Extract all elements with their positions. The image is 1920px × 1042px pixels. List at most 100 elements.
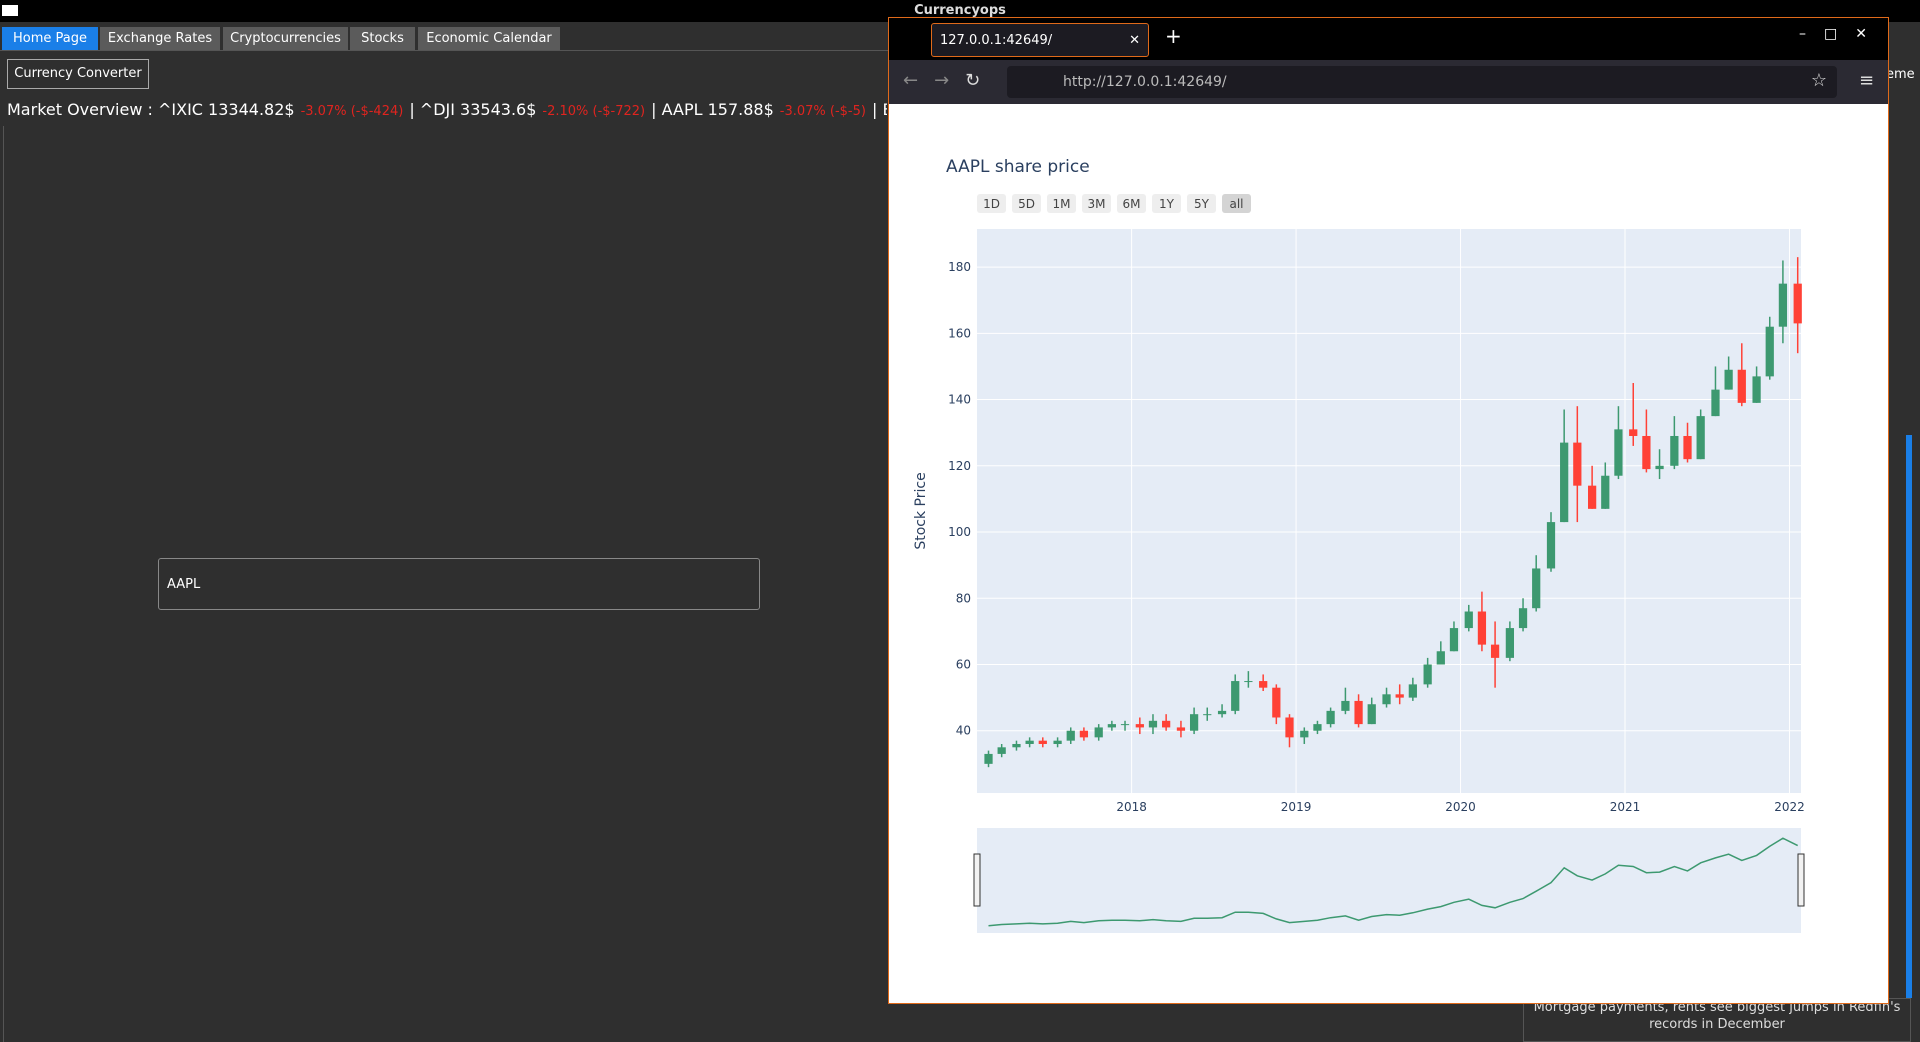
candle-body <box>1532 568 1541 609</box>
candle-body <box>1313 724 1322 731</box>
range-button-bg <box>1187 194 1216 213</box>
window-title: Currencyops <box>914 3 1006 18</box>
converter-button[interactable]: Currency Converter <box>7 59 149 89</box>
scrollbar[interactable] <box>1906 435 1912 998</box>
bookmark[interactable]: ☆ <box>1810 70 1827 91</box>
y-tick-label: 80 <box>956 591 971 605</box>
range-button-label: 6M <box>1123 197 1141 211</box>
candle-body <box>1367 704 1376 725</box>
candle-body <box>1449 628 1459 652</box>
range-button[interactable]: 1D <box>977 194 1006 213</box>
range-button[interactable]: 1Y <box>1152 194 1181 213</box>
candle-body <box>1696 416 1705 460</box>
range-button-label: 1M <box>1053 197 1071 211</box>
range-slider <box>977 828 1801 933</box>
candle-body <box>1737 369 1746 403</box>
candle-body <box>1546 522 1556 569</box>
candle-body <box>1053 740 1062 744</box>
url: http://127.0.0.1:42649/ <box>1063 74 1227 90</box>
menu[interactable]: ≡ <box>1859 70 1875 91</box>
candle-body <box>1162 720 1171 728</box>
candle-body <box>1601 475 1610 509</box>
candle-body <box>1505 628 1515 658</box>
candle-body <box>1490 644 1500 658</box>
candle-body <box>1285 717 1294 738</box>
slider-line <box>988 837 1799 927</box>
candle-body <box>1176 727 1186 731</box>
candle-body <box>1094 727 1103 738</box>
chart-title: AAPL share price <box>946 157 1090 177</box>
url-bar[interactable]: http://127.0.0.1:42649/ ☆ <box>1007 66 1837 98</box>
range-button[interactable]: 3M <box>1082 194 1111 213</box>
change: -2.10% (-$-722) <box>542 104 646 119</box>
candle-body <box>1079 730 1089 738</box>
new-tab[interactable]: + <box>1165 24 1182 48</box>
tab[interactable]: Cryptocurrencies <box>223 27 348 50</box>
x-tick-label: 2021 <box>1610 800 1641 814</box>
candle-body <box>1724 369 1733 390</box>
browser-window: 127.0.0.1:42649/ ✕ + –□✕ ←→↻ http://127.… <box>888 17 1889 1004</box>
market-label: Market Overview : <box>7 100 153 119</box>
candle-body <box>1683 435 1692 460</box>
candle-body <box>1382 694 1391 705</box>
x-tick-label: 2022 <box>1774 800 1805 814</box>
candle-body <box>1423 664 1432 685</box>
symbol-input[interactable]: AAPL <box>158 558 760 610</box>
range-button[interactable]: 1M <box>1047 194 1076 213</box>
browser-tab[interactable]: 127.0.0.1:42649/ ✕ <box>931 23 1149 57</box>
nav-buttons[interactable]: ←→↻ <box>903 70 997 91</box>
range-button-label: 1D <box>983 197 1000 211</box>
tab[interactable]: Exchange Rates <box>100 27 220 50</box>
nav-bar: ←→↻ http://127.0.0.1:42649/ ☆ ≡ <box>889 60 1888 104</box>
candle-body <box>1189 714 1199 731</box>
range-button-label: all <box>1229 197 1243 211</box>
plot-area <box>977 229 1801 793</box>
range-button[interactable]: 5D <box>1012 194 1041 213</box>
range-button[interactable]: all <box>1222 194 1251 213</box>
candle-body <box>1477 611 1487 645</box>
app-icon <box>2 5 18 16</box>
range-button[interactable]: 6M <box>1117 194 1146 213</box>
range-button[interactable]: 5Y <box>1187 194 1216 213</box>
tab[interactable]: Economic Calendar <box>418 27 560 50</box>
window-controls[interactable]: –□✕ <box>1799 26 1885 42</box>
slider-handle <box>1797 853 1805 907</box>
candle-body <box>1752 376 1761 403</box>
quote: ^DJI 33543.6$ <box>419 100 537 119</box>
tab-close[interactable]: ✕ <box>1129 33 1140 48</box>
candle-body <box>1012 743 1021 748</box>
tab[interactable]: Home Page <box>2 27 98 50</box>
range-button-label: 3M <box>1088 197 1106 211</box>
candle-body <box>1518 608 1528 629</box>
candle-body <box>1765 326 1774 377</box>
range-button-label: 5D <box>1018 197 1035 211</box>
candle-body <box>1778 283 1788 327</box>
candle-body <box>1120 724 1130 726</box>
y-tick-label: 140 <box>948 393 971 407</box>
candle-body <box>997 747 1006 754</box>
y-tick-label: 120 <box>948 459 971 473</box>
tab[interactable]: Stocks <box>350 27 415 50</box>
candle-body <box>1464 611 1473 629</box>
candle-body <box>1107 724 1116 728</box>
market-overview: Market Overview : ^IXIC 13344.82$ -3.07% … <box>7 100 887 119</box>
y-tick-label: 180 <box>948 260 971 274</box>
x-tick-label: 2018 <box>1116 800 1147 814</box>
candle-body <box>1588 485 1597 509</box>
slider-handle <box>973 853 981 907</box>
candle-body <box>1642 435 1651 470</box>
x-tick-label: 2019 <box>1281 800 1312 814</box>
candle-body <box>1025 740 1034 744</box>
range-button-bg <box>1082 194 1111 213</box>
title-bar: Currencyops <box>0 0 1920 22</box>
news-item[interactable]: Mortgage payments, rents see biggest jum… <box>1523 998 1911 1042</box>
change: -3.07% (-$-5) <box>779 104 866 119</box>
candle-body <box>1614 429 1623 476</box>
range-button-bg <box>1117 194 1146 213</box>
candle-body <box>1038 740 1047 744</box>
candle-body <box>1711 389 1720 417</box>
candle-body <box>1135 724 1144 728</box>
candle-body <box>1341 700 1350 711</box>
